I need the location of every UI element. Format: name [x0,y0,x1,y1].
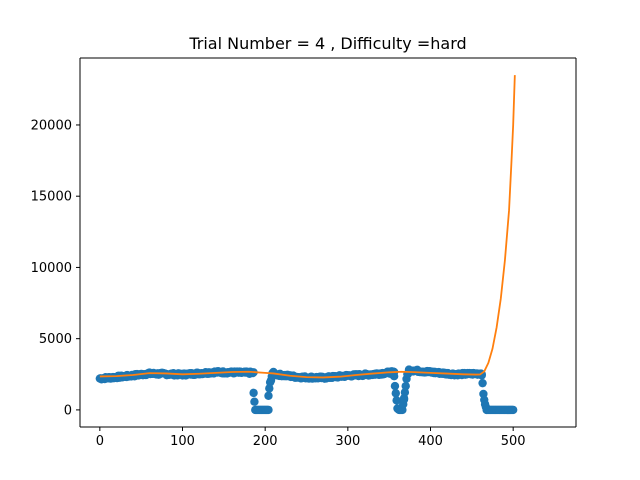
y-tick-label: 10000 [31,261,72,276]
chart-title: Trial Number = 4 , Difficulty =hard [188,34,466,53]
series-layer [95,75,518,415]
y-tick-label: 15000 [31,190,72,205]
x-tick-label: 200 [253,434,278,449]
scatter-point [264,405,273,415]
axes-frame [79,57,577,428]
axes-background [80,58,576,427]
scatter-point [391,389,400,398]
scatter-point [477,371,486,380]
x-axis-ticks: 0 100 200 300 400 500 [96,427,526,449]
scatter-point [389,371,399,381]
scatter-point [401,381,410,391]
scatter-point [400,388,410,397]
x-tick-label: 400 [418,434,443,449]
y-axis-ticks: 0 5000 10000 15000 20000 [31,118,80,418]
y-tick-label: 0 [64,403,72,418]
x-tick-label: 100 [170,434,195,449]
scatter-point [249,388,258,398]
plot-area: 0 100 200 300 400 500 0 5000 10000 15000 20000 [31,57,577,449]
scatter-point [390,381,400,391]
y-tick-label: 5000 [39,332,72,347]
fitted-line [99,75,516,379]
x-tick-label: 500 [501,434,526,449]
scatter-point [264,391,273,400]
scatter-point [392,396,401,405]
x-tick-label: 300 [335,434,360,449]
scatter-point [508,405,518,415]
y-tick-label: 20000 [31,118,72,133]
scatter-point [478,378,487,388]
x-tick-label: 0 [96,434,104,449]
scatter-point [250,397,259,406]
